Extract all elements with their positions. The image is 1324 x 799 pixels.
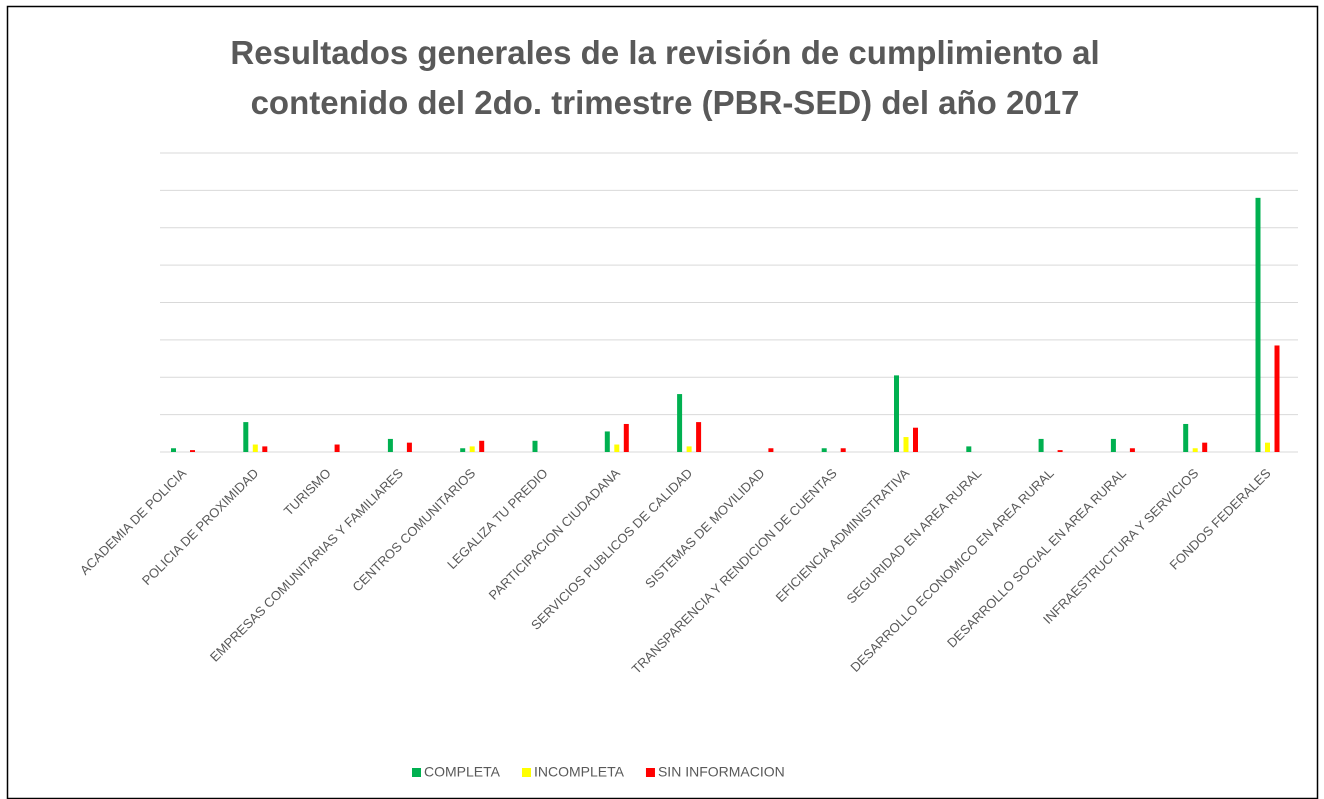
- legend-label: SIN INFORMACION: [658, 764, 785, 780]
- bar: [252, 444, 258, 452]
- legend-swatch: [412, 768, 421, 777]
- bar: [1110, 438, 1116, 452]
- bar: [1057, 450, 1063, 452]
- bar: [1192, 448, 1198, 452]
- chart-title: Resultados generales de la revisión de c…: [230, 34, 1099, 71]
- bar: [387, 438, 393, 452]
- bar: [604, 431, 610, 452]
- bar: [334, 444, 340, 452]
- bar: [677, 394, 683, 452]
- legend-label: INCOMPLETA: [534, 764, 625, 780]
- bar: [243, 422, 249, 452]
- bar: [623, 423, 629, 452]
- bar: [686, 446, 692, 452]
- legend-swatch: [521, 768, 531, 777]
- bar: [894, 375, 899, 452]
- bar: [532, 440, 538, 452]
- bar: [1038, 438, 1044, 452]
- bar: [479, 440, 485, 452]
- bar: [903, 437, 909, 452]
- bar: [840, 448, 846, 452]
- bar: [171, 448, 176, 452]
- chart-title: contenido del 2do. trimestre (PBR-SED) d…: [251, 84, 1080, 121]
- legend-label: COMPLETA: [424, 764, 501, 780]
- bar: [469, 446, 475, 452]
- bar: [460, 448, 466, 452]
- bar: [406, 442, 412, 452]
- bar: [1129, 448, 1135, 452]
- bar: [696, 422, 702, 452]
- bar: [1202, 442, 1208, 452]
- bar: [768, 448, 774, 452]
- bar: [262, 446, 268, 452]
- bar: [190, 450, 195, 452]
- legend-swatch: [645, 768, 655, 777]
- bar: [1265, 442, 1270, 452]
- bar: [913, 427, 918, 452]
- bar: [966, 446, 972, 452]
- bar: [614, 444, 620, 452]
- bar: [1183, 423, 1189, 452]
- bar: [1255, 197, 1261, 452]
- frame: [6, 5, 1319, 799]
- bar: [1274, 345, 1280, 452]
- bar: [821, 448, 827, 452]
